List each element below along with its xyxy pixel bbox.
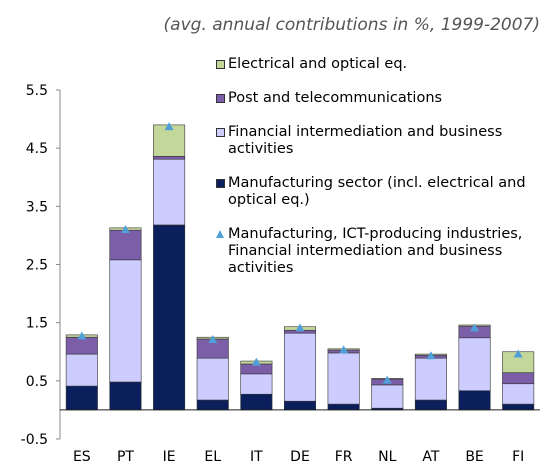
legend-label: Manufacturing sector (incl. electrical a… [228, 175, 526, 208]
bar-segment [196, 399, 229, 411]
legend-swatch [216, 230, 224, 238]
legend-item: Electrical and optical eq. [216, 56, 546, 73]
y-tick-label: 3.5 [26, 199, 48, 215]
bar-segment [283, 400, 317, 411]
bar-segment [502, 403, 535, 411]
bar-segment [240, 373, 273, 395]
marker [513, 349, 523, 358]
bar-segment [153, 124, 186, 157]
x-tick-label: NL [378, 449, 396, 465]
y-tick-label: 2.5 [26, 258, 48, 274]
bar-segment [65, 336, 98, 355]
bar-segment [240, 393, 273, 411]
bar-segment [502, 372, 535, 385]
x-tick-label: BE [465, 449, 483, 465]
x-tick-label: AT [422, 449, 439, 465]
legend-label: Financial intermediation and business ac… [228, 124, 503, 157]
y-tick-label: 1.5 [26, 316, 48, 332]
x-tick-label: ES [73, 449, 91, 465]
bar-segment [196, 357, 229, 401]
bar-segment [327, 403, 360, 411]
chart-title: (avg. annual contributions in %, 1999-20… [164, 15, 540, 35]
bar-segment [458, 337, 491, 392]
legend-label: Electrical and optical eq. [228, 56, 408, 72]
bar-segment [458, 390, 491, 411]
bar-segment [327, 352, 360, 405]
bar-segment [153, 158, 186, 226]
legend-swatch [216, 60, 225, 69]
marker [208, 334, 218, 343]
legend-swatch [216, 94, 225, 103]
marker [426, 351, 436, 360]
marker [120, 225, 130, 234]
legend-item: Financial intermediation and business ac… [216, 124, 546, 158]
marker [382, 375, 392, 384]
bar-segment [65, 385, 98, 411]
x-tick-label: IE [163, 449, 176, 465]
bar-segment [502, 383, 535, 405]
legend-label: Post and telecommunications [228, 90, 443, 106]
x-tick-label: PT [117, 449, 134, 465]
x-tick-label: IT [250, 449, 263, 465]
marker [251, 357, 261, 366]
bar-segment [109, 259, 142, 383]
marker [164, 122, 174, 131]
legend-label: Manufacturing, ICT-producing industries,… [228, 226, 523, 276]
x-tick-label: EL [204, 449, 221, 465]
marker [470, 323, 480, 332]
bar-segment [109, 229, 142, 261]
bar-segment [414, 399, 447, 411]
legend: Electrical and optical eq. Post and telec… [216, 56, 546, 294]
legend-item: Manufacturing sector (incl. electrical a… [216, 175, 546, 209]
bar-segment [283, 332, 317, 402]
legend-swatch [216, 128, 225, 137]
legend-item: Manufacturing, ICT-producing industries,… [216, 226, 546, 277]
x-tick-label: FI [512, 449, 524, 465]
bar-segment [153, 156, 186, 160]
bar-segment [109, 381, 142, 411]
y-tick-label: 4.5 [26, 141, 48, 157]
marker [295, 323, 305, 332]
marker [77, 331, 87, 340]
y-tick-label: 0.5 [26, 374, 48, 390]
bar-segment [414, 357, 447, 401]
bar-segment [371, 384, 404, 409]
bar-segment [65, 353, 98, 387]
y-tick-label: -0.5 [21, 432, 48, 448]
y-tick-label: 5.5 [26, 83, 48, 99]
legend-item: Post and telecommunications [216, 90, 546, 107]
legend-swatch [216, 179, 225, 188]
bar-segment [153, 224, 186, 411]
x-tick-label: DE [290, 449, 310, 465]
marker [339, 345, 349, 354]
x-tick-label: FR [335, 449, 353, 465]
